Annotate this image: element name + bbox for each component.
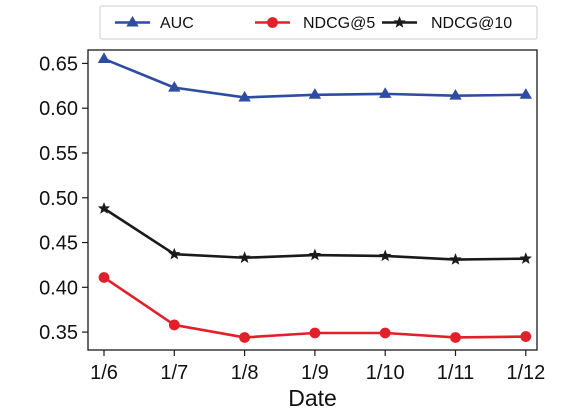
data-point-ndcg-5 xyxy=(98,272,110,283)
series-auc xyxy=(97,52,533,102)
data-point-ndcg-5 xyxy=(520,331,532,342)
x-tick-label: 1/12 xyxy=(506,362,545,384)
data-point-ndcg-10 xyxy=(379,249,392,262)
data-point-ndcg-5 xyxy=(239,332,251,343)
legend-marker xyxy=(267,17,278,28)
x-tick-label: 1/6 xyxy=(90,362,118,384)
data-point-ndcg-5 xyxy=(168,319,180,331)
data-point-ndcg-10 xyxy=(97,202,111,214)
legend-marker xyxy=(393,16,406,28)
data-point-ndcg-10 xyxy=(308,248,322,261)
data-point-ndcg-5 xyxy=(309,327,321,339)
legend-marker xyxy=(126,15,139,27)
data-point-ndcg-10 xyxy=(238,251,251,263)
data-point-ndcg-10 xyxy=(449,253,462,265)
data-point-auc xyxy=(378,87,392,98)
x-tick-label: 1/7 xyxy=(160,362,188,384)
y-tick-label: 0.60 xyxy=(39,98,78,120)
data-point-auc xyxy=(238,90,251,102)
legend-box xyxy=(99,5,538,40)
data-point-auc xyxy=(519,88,533,99)
data-point-auc xyxy=(449,89,462,100)
y-tick-label: 0.55 xyxy=(39,143,78,165)
data-point-ndcg-10 xyxy=(168,247,181,260)
y-tick-label: 0.40 xyxy=(39,277,78,299)
series-ndcg-10 xyxy=(97,202,532,265)
legend-item-auc: AUC xyxy=(115,15,194,32)
data-point-ndcg-5 xyxy=(379,327,391,339)
legend-label: AUC xyxy=(160,15,194,32)
legend-item-ndcg-5: NDCG@5 xyxy=(255,15,375,32)
y-tick-label: 0.45 xyxy=(39,233,78,255)
x-axis: 1/6 1/7 1/8 1/9 1/10 1/11 1/12 xyxy=(90,350,545,384)
plot-frame xyxy=(87,49,538,351)
legend-item-ndcg-10: NDCG@10 xyxy=(382,15,512,32)
data-point-ndcg-10 xyxy=(519,252,532,264)
x-tick-label: 1/10 xyxy=(366,362,405,384)
data-point-ndcg-5 xyxy=(450,332,461,343)
x-tick-label: 1/11 xyxy=(437,362,474,384)
series-layer xyxy=(97,52,533,343)
legend-label: NDCG@10 xyxy=(431,15,512,32)
x-tick-label: 1/8 xyxy=(231,362,259,384)
data-point-auc xyxy=(168,81,181,92)
y-tick-label: 0.50 xyxy=(39,188,78,210)
x-tick-label: 1/9 xyxy=(301,362,329,384)
data-point-auc xyxy=(308,88,322,99)
y-tick-label: 0.35 xyxy=(39,322,78,344)
y-tick-label: 0.65 xyxy=(39,53,78,75)
series-ndcg-5 xyxy=(98,272,532,343)
legend: AUC NDCG@5 NDCG@10 xyxy=(99,5,538,40)
data-point-auc xyxy=(97,52,111,63)
x-axis-title: Date xyxy=(288,385,337,411)
y-axis: 0.35 0.40 0.45 0.50 0.55 0.60 0.65 xyxy=(39,53,88,344)
legend-label: NDCG@5 xyxy=(303,15,375,32)
